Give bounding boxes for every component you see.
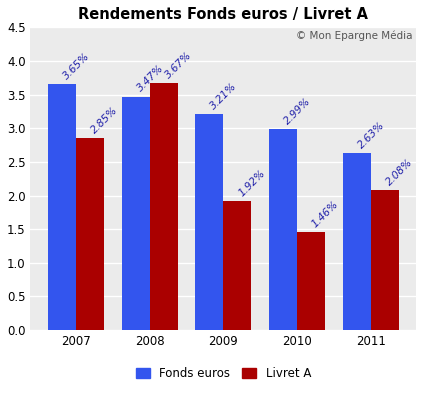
- Text: 2.99%: 2.99%: [282, 96, 313, 126]
- Bar: [223, 201, 251, 330]
- Bar: [48, 85, 76, 330]
- Text: 3.67%: 3.67%: [163, 50, 193, 80]
- Bar: [76, 138, 104, 330]
- Text: 2.08%: 2.08%: [384, 157, 414, 188]
- Text: 3.21%: 3.21%: [209, 81, 239, 111]
- Bar: [343, 153, 371, 330]
- Text: 3.47%: 3.47%: [135, 63, 165, 94]
- Bar: [122, 97, 150, 330]
- Text: 1.46%: 1.46%: [310, 199, 341, 229]
- Text: 1.92%: 1.92%: [236, 168, 267, 198]
- Text: © Mon Epargne Média: © Mon Epargne Média: [296, 30, 412, 41]
- Bar: [150, 83, 178, 330]
- Legend: Fonds euros, Livret A: Fonds euros, Livret A: [132, 363, 314, 383]
- Bar: [269, 129, 297, 330]
- Bar: [297, 232, 325, 330]
- Text: 2.63%: 2.63%: [356, 120, 386, 151]
- Text: 3.65%: 3.65%: [61, 51, 92, 82]
- Title: Rendements Fonds euros / Livret A: Rendements Fonds euros / Livret A: [78, 7, 368, 22]
- Bar: [371, 190, 399, 330]
- Text: 2.85%: 2.85%: [89, 105, 120, 136]
- Bar: [196, 114, 223, 330]
